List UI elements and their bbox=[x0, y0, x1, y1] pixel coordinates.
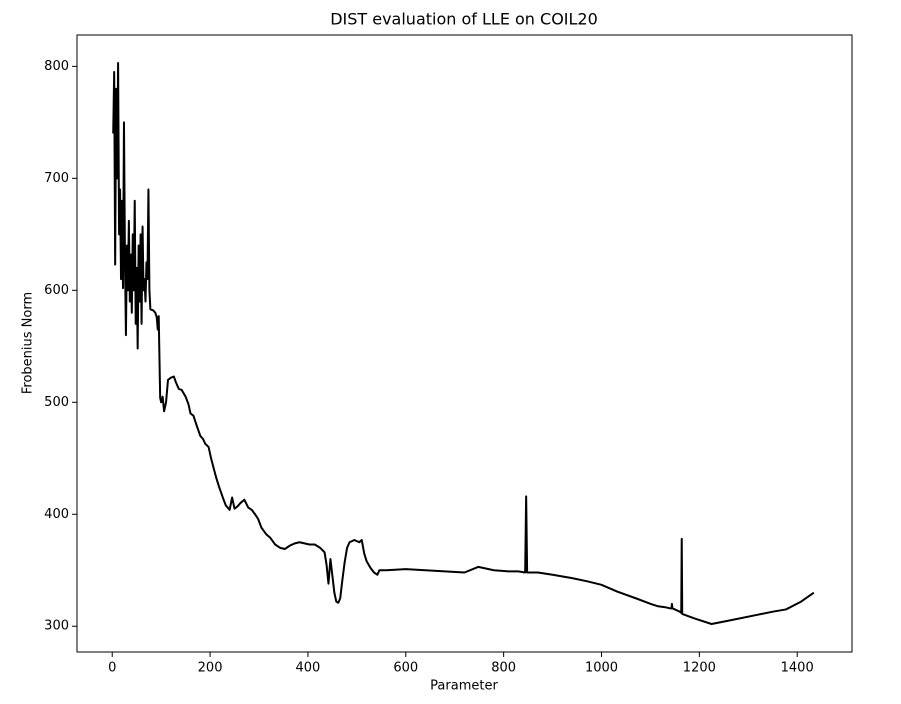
x-tick-label: 1400 bbox=[781, 661, 814, 676]
y-tick-label: 300 bbox=[44, 619, 69, 634]
x-tick-label: 0 bbox=[108, 661, 116, 676]
y-tick-label: 700 bbox=[44, 171, 69, 186]
x-axis-label: Parameter bbox=[430, 679, 498, 694]
x-tick-label: 800 bbox=[491, 661, 516, 676]
x-tick-label: 1000 bbox=[585, 661, 618, 676]
x-tick-label: 200 bbox=[198, 661, 223, 676]
data-line bbox=[112, 61, 815, 626]
x-tick-label: 600 bbox=[393, 661, 418, 676]
y-tick-label: 400 bbox=[44, 507, 69, 522]
plot-frame bbox=[76, 34, 853, 653]
x-tick-label: 1200 bbox=[683, 661, 716, 676]
x-tick-label: 400 bbox=[296, 661, 321, 676]
y-tick-label: 800 bbox=[44, 59, 69, 74]
chart-title: DIST evaluation of LLE on COIL20 bbox=[330, 10, 598, 29]
y-axis-label: Frobenius Norm bbox=[21, 292, 36, 394]
y-tick-label: 600 bbox=[44, 283, 69, 298]
y-tick-label: 500 bbox=[44, 395, 69, 410]
